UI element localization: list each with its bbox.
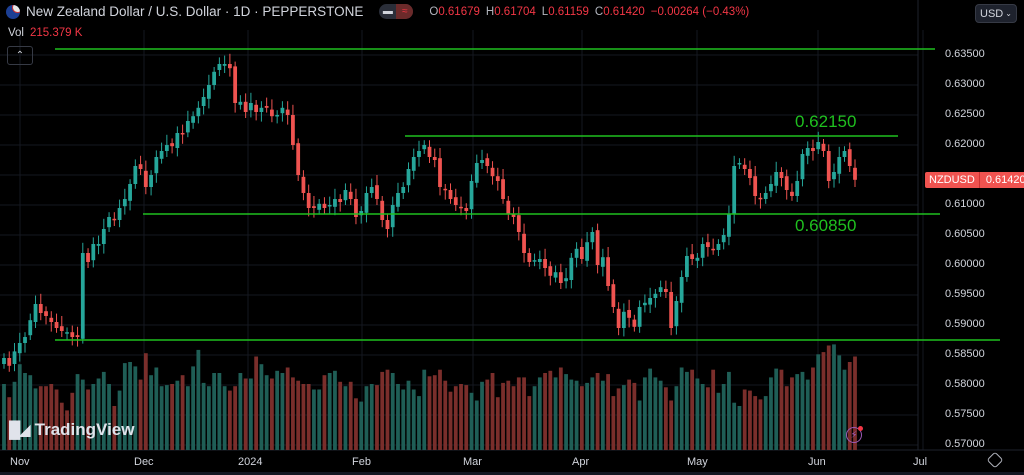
time-tick: Dec <box>134 456 154 468</box>
price-tag-value: 0.61420 <box>979 172 1024 188</box>
chart-header: New Zealand Dollar / U.S. Dollar · 1D · … <box>6 4 749 19</box>
price-tick: 0.62500 <box>945 108 985 120</box>
volume-value: 215.379 K <box>30 27 83 39</box>
price-tick: 0.61000 <box>945 198 985 210</box>
minus-icon[interactable]: ▬ <box>382 6 393 17</box>
level-label: 0.62150 <box>795 112 857 131</box>
collapse-legend-button[interactable]: ⌃ <box>7 46 33 65</box>
close-label: C <box>594 5 604 18</box>
price-tick: 0.58500 <box>945 348 985 360</box>
high-value: 0.61704 <box>494 5 536 18</box>
price-tag-symbol: NZDUSD <box>925 172 980 188</box>
time-tick: Jun <box>808 456 826 468</box>
price-tick: 0.59000 <box>945 318 985 330</box>
chevron-down-icon: ⌄ <box>1005 9 1012 18</box>
high-label: H <box>485 5 495 18</box>
volume-label: Vol <box>8 27 24 39</box>
price-tick: 0.60000 <box>945 258 985 270</box>
time-tick: May <box>687 456 708 468</box>
currency-value: USD <box>980 7 1004 20</box>
time-tick: Nov <box>10 456 30 468</box>
time-tick: Jul <box>913 456 928 468</box>
open-label: O <box>429 5 439 18</box>
legend-toggle[interactable]: ▬ ≈ <box>379 4 414 19</box>
volume-legend: Vol 215.379 K <box>8 27 82 39</box>
price-tick: 0.57000 <box>945 438 985 450</box>
nzd-usd-flag-icon <box>6 4 20 19</box>
price-tick: 0.60500 <box>945 228 985 240</box>
price-tick: 0.62000 <box>945 138 985 150</box>
tradingview-mark-icon: █◢ <box>9 422 31 439</box>
time-tick: Mar <box>463 456 482 468</box>
tradingview-logo[interactable]: █◢ TradingView <box>9 420 134 440</box>
price-tick: 0.59500 <box>945 288 985 300</box>
time-tick: 2024 <box>238 456 263 468</box>
ohlc-values: O0.61679 H0.61704 L0.61159 C0.61420 −0.0… <box>429 6 749 18</box>
symbol-title[interactable]: New Zealand Dollar / U.S. Dollar · 1D · … <box>26 4 364 19</box>
price-tick: 0.57500 <box>945 408 985 420</box>
chevron-up-icon: ⌃ <box>15 50 25 61</box>
lightning-icon[interactable]: ⚡ <box>846 426 863 443</box>
last-price-tag: NZDUSD 0.61420 <box>925 172 1024 188</box>
time-tick: Apr <box>572 456 590 468</box>
close-value: 0.61420 <box>603 5 645 18</box>
open-value: 0.61679 <box>438 5 480 18</box>
low-value: 0.61159 <box>548 5 589 18</box>
bottom-bar <box>0 472 1024 475</box>
change-value: −0.00264 (−0.43%) <box>650 5 750 18</box>
approx-icon[interactable]: ≈ <box>396 4 414 19</box>
price-tick: 0.63000 <box>945 78 985 90</box>
price-tick: 0.63500 <box>945 48 985 60</box>
low-label: L <box>541 5 549 18</box>
price-tick: 0.58000 <box>945 378 985 390</box>
time-tick: Feb <box>352 456 371 468</box>
currency-select[interactable]: USD ⌄ <box>975 4 1017 23</box>
tradingview-logo-text: TradingView <box>34 420 135 439</box>
level-label: 0.60850 <box>795 216 857 235</box>
